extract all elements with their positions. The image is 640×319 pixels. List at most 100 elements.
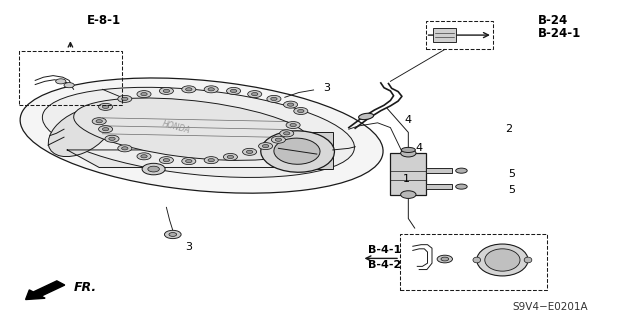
Ellipse shape: [74, 98, 310, 160]
Circle shape: [271, 136, 285, 143]
Circle shape: [141, 155, 147, 158]
Circle shape: [284, 101, 298, 108]
Circle shape: [437, 255, 452, 263]
Circle shape: [284, 132, 290, 135]
Text: 5: 5: [509, 185, 515, 195]
Circle shape: [99, 126, 113, 133]
Circle shape: [64, 83, 74, 88]
Circle shape: [248, 91, 262, 98]
Circle shape: [262, 145, 269, 148]
Circle shape: [286, 122, 300, 129]
Circle shape: [142, 163, 165, 175]
Polygon shape: [67, 150, 298, 167]
Bar: [426, 184, 452, 189]
Circle shape: [267, 95, 281, 102]
Text: B-4-1: B-4-1: [368, 245, 401, 256]
Circle shape: [102, 105, 109, 108]
Ellipse shape: [456, 184, 467, 189]
Circle shape: [275, 138, 282, 141]
Circle shape: [186, 88, 192, 91]
Circle shape: [243, 148, 257, 155]
Circle shape: [163, 89, 170, 93]
Ellipse shape: [485, 249, 520, 271]
Circle shape: [208, 88, 214, 91]
Circle shape: [280, 130, 294, 137]
Ellipse shape: [524, 257, 532, 263]
Text: 4: 4: [415, 143, 423, 153]
Circle shape: [159, 157, 173, 164]
Circle shape: [163, 159, 170, 162]
Circle shape: [271, 97, 277, 100]
Text: B-24: B-24: [538, 14, 568, 27]
Ellipse shape: [401, 147, 415, 152]
Text: 3: 3: [323, 83, 330, 93]
Bar: [390, 153, 426, 195]
Circle shape: [294, 108, 308, 115]
Circle shape: [92, 118, 106, 125]
Circle shape: [122, 147, 128, 150]
Text: E-8-1: E-8-1: [86, 14, 120, 27]
Ellipse shape: [260, 131, 335, 172]
Ellipse shape: [456, 168, 467, 173]
Circle shape: [56, 79, 66, 84]
Circle shape: [137, 91, 151, 98]
Circle shape: [182, 158, 196, 165]
Circle shape: [109, 137, 115, 140]
Circle shape: [141, 93, 147, 96]
Text: 5: 5: [509, 169, 515, 179]
Text: 3: 3: [186, 242, 192, 252]
Text: FR.: FR.: [74, 281, 97, 293]
Ellipse shape: [477, 244, 528, 276]
Text: B-24-1: B-24-1: [538, 27, 581, 40]
Circle shape: [441, 257, 449, 261]
Text: 2: 2: [505, 124, 513, 134]
Circle shape: [164, 230, 181, 239]
FancyArrow shape: [26, 281, 65, 300]
Text: 1: 1: [403, 174, 410, 184]
Circle shape: [186, 160, 192, 163]
Circle shape: [298, 109, 304, 113]
Ellipse shape: [358, 113, 374, 120]
Ellipse shape: [42, 87, 355, 177]
Circle shape: [148, 166, 159, 172]
Circle shape: [159, 87, 173, 94]
Circle shape: [230, 89, 237, 93]
Circle shape: [169, 233, 177, 236]
Ellipse shape: [274, 138, 320, 164]
Text: B-4-2: B-4-2: [368, 260, 401, 270]
Text: 4: 4: [404, 115, 412, 125]
Circle shape: [137, 153, 151, 160]
Circle shape: [105, 135, 119, 142]
Bar: [433, 28, 456, 42]
Circle shape: [401, 191, 416, 198]
Circle shape: [122, 97, 128, 100]
Bar: [400, 234, 547, 290]
Ellipse shape: [48, 108, 112, 157]
Ellipse shape: [20, 78, 383, 193]
Circle shape: [287, 103, 294, 106]
Circle shape: [227, 155, 234, 159]
Circle shape: [227, 87, 241, 94]
Circle shape: [204, 157, 218, 164]
Circle shape: [118, 95, 132, 102]
Circle shape: [204, 86, 218, 93]
Circle shape: [96, 120, 102, 123]
Circle shape: [118, 145, 132, 152]
Bar: [291, 132, 333, 169]
Circle shape: [223, 153, 237, 160]
Bar: [426, 21, 493, 49]
Circle shape: [208, 159, 214, 162]
Bar: [426, 168, 452, 173]
Circle shape: [99, 103, 113, 110]
Circle shape: [259, 143, 273, 150]
Bar: [19, 51, 122, 105]
Circle shape: [182, 86, 196, 93]
Circle shape: [252, 93, 258, 96]
Circle shape: [401, 149, 416, 157]
Circle shape: [290, 123, 296, 127]
Circle shape: [246, 150, 253, 153]
Ellipse shape: [473, 257, 481, 263]
Text: S9V4−E0201A: S9V4−E0201A: [513, 302, 588, 312]
Text: HONDA: HONDA: [161, 120, 191, 136]
Circle shape: [102, 128, 109, 131]
